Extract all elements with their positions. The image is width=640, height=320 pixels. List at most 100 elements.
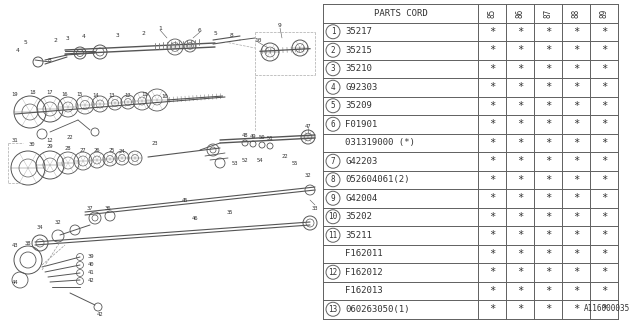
Text: *: * <box>573 45 579 55</box>
Text: *: * <box>489 175 495 185</box>
Text: 7: 7 <box>331 157 335 166</box>
Text: *: * <box>573 267 579 277</box>
Text: *: * <box>517 249 523 259</box>
Circle shape <box>326 117 340 131</box>
Text: F162013: F162013 <box>345 286 383 295</box>
Text: PARTS CORD: PARTS CORD <box>374 9 428 18</box>
Text: 39: 39 <box>88 254 95 260</box>
Text: 47: 47 <box>305 124 311 129</box>
Text: 48: 48 <box>242 132 248 138</box>
Circle shape <box>326 302 340 316</box>
Text: *: * <box>601 230 607 240</box>
Text: 55: 55 <box>292 161 298 165</box>
Text: *: * <box>517 27 523 37</box>
Text: F162012: F162012 <box>345 268 383 277</box>
Text: *: * <box>489 304 495 314</box>
Text: 6: 6 <box>331 120 335 129</box>
Text: 5: 5 <box>331 101 335 110</box>
Text: 8: 8 <box>229 33 233 37</box>
Text: *: * <box>601 138 607 148</box>
Text: 14: 14 <box>93 92 99 98</box>
Text: *: * <box>489 286 495 296</box>
Text: 16: 16 <box>61 92 68 97</box>
Text: 10: 10 <box>162 93 168 99</box>
Text: *: * <box>573 101 579 111</box>
Text: 29: 29 <box>47 143 53 148</box>
Text: *: * <box>601 45 607 55</box>
Text: 44: 44 <box>12 281 19 285</box>
Text: 38: 38 <box>25 241 31 245</box>
Text: 88: 88 <box>572 9 580 18</box>
Text: *: * <box>517 212 523 222</box>
Text: *: * <box>489 230 495 240</box>
Text: *: * <box>517 230 523 240</box>
Text: 35209: 35209 <box>345 101 372 110</box>
Text: 10: 10 <box>328 212 338 221</box>
Text: *: * <box>573 212 579 222</box>
Text: 30: 30 <box>29 141 35 147</box>
Text: 54: 54 <box>257 157 263 163</box>
Text: 42: 42 <box>88 278 95 284</box>
Text: 052604061(2): 052604061(2) <box>345 175 410 184</box>
Text: 5: 5 <box>213 30 217 36</box>
Text: *: * <box>573 27 579 37</box>
Text: *: * <box>489 249 495 259</box>
Text: *: * <box>517 64 523 74</box>
Text: 23: 23 <box>152 140 158 146</box>
Text: 8: 8 <box>48 58 52 62</box>
Text: *: * <box>517 138 523 148</box>
Text: *: * <box>545 304 551 314</box>
Text: 52: 52 <box>242 157 248 163</box>
Text: 33: 33 <box>312 205 318 211</box>
Text: *: * <box>517 82 523 92</box>
Text: *: * <box>601 193 607 203</box>
Text: 031319000 (*): 031319000 (*) <box>345 138 415 147</box>
Text: 35: 35 <box>227 210 233 214</box>
Text: 8: 8 <box>331 175 335 184</box>
Text: 26: 26 <box>93 148 100 153</box>
Text: *: * <box>545 45 551 55</box>
Text: 35217: 35217 <box>345 27 372 36</box>
Text: 3: 3 <box>331 64 335 73</box>
Text: 32: 32 <box>55 220 61 225</box>
Text: *: * <box>545 267 551 277</box>
Text: *: * <box>517 286 523 296</box>
Circle shape <box>326 80 340 94</box>
Text: 1: 1 <box>331 27 335 36</box>
Text: 85: 85 <box>488 9 497 18</box>
Text: *: * <box>545 82 551 92</box>
Text: *: * <box>601 175 607 185</box>
Text: *: * <box>489 267 495 277</box>
Text: *: * <box>489 82 495 92</box>
Text: 10: 10 <box>254 37 262 43</box>
Text: 11: 11 <box>141 92 148 97</box>
Text: 17: 17 <box>47 90 53 94</box>
Text: 22: 22 <box>67 134 73 140</box>
Text: 41: 41 <box>88 270 95 276</box>
Text: 35215: 35215 <box>345 46 372 55</box>
Text: 1: 1 <box>158 26 162 30</box>
Text: 24: 24 <box>119 148 125 154</box>
Text: 11: 11 <box>328 231 338 240</box>
Circle shape <box>326 99 340 113</box>
Text: *: * <box>489 193 495 203</box>
Text: *: * <box>601 64 607 74</box>
Text: 4: 4 <box>331 83 335 92</box>
Text: *: * <box>545 27 551 37</box>
Text: 2: 2 <box>53 37 57 43</box>
Circle shape <box>326 191 340 205</box>
Circle shape <box>326 154 340 168</box>
Text: 12: 12 <box>328 268 338 277</box>
Text: F162011: F162011 <box>345 249 383 258</box>
Text: 35202: 35202 <box>345 212 372 221</box>
Text: *: * <box>517 304 523 314</box>
Text: *: * <box>517 156 523 166</box>
Text: 49: 49 <box>250 133 256 139</box>
Circle shape <box>326 210 340 224</box>
Text: 28: 28 <box>65 146 71 150</box>
Text: 53: 53 <box>232 161 238 165</box>
Text: *: * <box>517 175 523 185</box>
Text: 86: 86 <box>515 9 525 18</box>
Text: *: * <box>545 156 551 166</box>
Text: *: * <box>545 138 551 148</box>
